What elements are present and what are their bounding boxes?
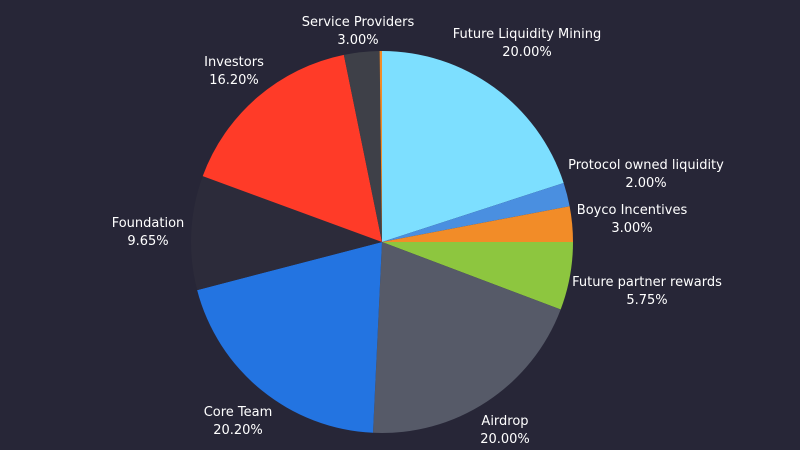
slice-percent-investors: 16.20% xyxy=(209,73,259,88)
slice-percent-future-liquidity-mining: 20.00% xyxy=(502,45,552,60)
pie-slice-investors xyxy=(202,54,382,242)
slice-label-future-liquidity-mining: Future Liquidity Mining xyxy=(453,27,601,42)
slice-percent-airdrop: 20.00% xyxy=(480,432,530,447)
slice-label-future-partner-rewards: Future partner rewards xyxy=(572,275,722,290)
pie-slice-airdrop xyxy=(373,242,561,434)
slice-percent-future-partner-rewards: 5.75% xyxy=(626,293,667,308)
slice-label-core-team: Core Team xyxy=(204,405,273,420)
slice-label-airdrop: Airdrop xyxy=(481,414,528,429)
slice-percent-protocol-owned-liquidity: 2.00% xyxy=(625,176,666,191)
pie-labels: Future Liquidity Mining 20.00% Protocol ow… xyxy=(112,15,724,447)
pie-slice-unlabeled xyxy=(379,51,382,242)
slice-label-service-providers: Service Providers xyxy=(302,15,415,30)
pie-slice-service-providers xyxy=(343,51,382,242)
slice-percent-core-team: 20.20% xyxy=(213,423,263,438)
pie-slices xyxy=(190,51,573,434)
pie-slice-foundation xyxy=(190,176,382,291)
pie-slice-future-partner-rewards xyxy=(382,242,573,310)
pie-slice-future-liquidity-mining xyxy=(382,51,564,242)
slice-label-protocol-owned-liquidity: Protocol owned liquidity xyxy=(568,158,724,173)
pie-slice-core-team xyxy=(197,242,382,433)
slice-label-boyco-incentives: Boyco Incentives xyxy=(577,203,688,218)
slice-label-foundation: Foundation xyxy=(112,216,185,231)
pie-slice-protocol-owned-liquidity xyxy=(382,182,570,242)
slice-percent-boyco-incentives: 3.00% xyxy=(611,221,652,236)
slice-label-investors: Investors xyxy=(204,55,264,70)
pie-slice-boyco-incentives xyxy=(382,206,573,242)
slice-percent-service-providers: 3.00% xyxy=(337,33,378,48)
slice-percent-foundation: 9.65% xyxy=(127,234,168,249)
